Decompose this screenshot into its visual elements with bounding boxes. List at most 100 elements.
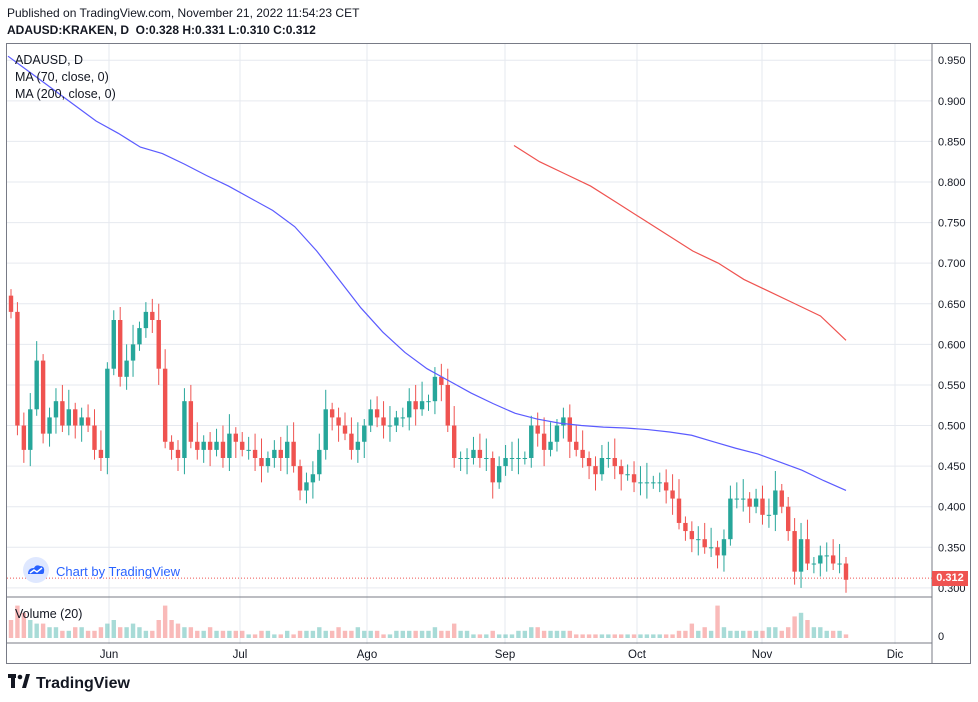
tradingview-watermark[interactable]: Chart by TradingView xyxy=(22,556,180,587)
candle-body xyxy=(638,482,643,484)
candle-body xyxy=(837,563,842,565)
volume-bar xyxy=(548,630,553,638)
volume-bar xyxy=(182,627,187,638)
candle-body xyxy=(143,311,149,329)
candle-body xyxy=(451,425,457,458)
volume-bar xyxy=(28,620,33,638)
volume-bar xyxy=(124,627,129,638)
legend-symbol[interactable]: ADAUSD, D xyxy=(15,53,84,67)
volume-bar xyxy=(259,630,264,638)
volume-bar xyxy=(394,630,399,638)
candle-body xyxy=(670,490,675,499)
volume-bar xyxy=(484,634,489,638)
candle-body xyxy=(503,458,508,467)
volume-bar xyxy=(368,630,373,638)
y-tick-label: 0.950 xyxy=(938,55,966,67)
candle-body xyxy=(304,482,309,491)
y-tick-label: 0.750 xyxy=(938,218,966,230)
candle-body xyxy=(111,320,116,369)
candle-body xyxy=(150,311,155,320)
volume-bar xyxy=(451,623,457,638)
candle-body xyxy=(92,425,97,450)
x-tick-label: Oct xyxy=(628,649,647,661)
volume-bar xyxy=(407,630,412,638)
candle-body xyxy=(400,417,406,419)
volume-bar xyxy=(683,630,688,638)
candle-body xyxy=(381,417,386,426)
candle-body xyxy=(188,401,194,442)
candle-body xyxy=(156,320,161,369)
x-tick-label: Sep xyxy=(495,649,515,661)
candle-body xyxy=(753,498,759,507)
candle-body xyxy=(98,449,104,458)
candle-body xyxy=(779,490,784,507)
candle-body xyxy=(278,449,283,458)
candle-body xyxy=(683,522,688,532)
volume-bar xyxy=(760,630,765,638)
candle-body xyxy=(162,368,168,442)
footer-brand[interactable]: TradingView xyxy=(8,674,130,693)
candle-body xyxy=(760,498,765,515)
volume-bar xyxy=(439,630,444,638)
volume-bar xyxy=(766,627,772,638)
candle-body xyxy=(85,417,91,426)
candle-body xyxy=(394,417,399,426)
candle-body xyxy=(676,498,682,523)
candle-body xyxy=(586,458,592,467)
legend-volume[interactable]: Volume (20) xyxy=(15,607,83,621)
y-tick-label: 0.850 xyxy=(938,136,966,148)
candle-body xyxy=(824,555,829,557)
candle-body xyxy=(297,466,303,491)
candle-body xyxy=(561,417,566,426)
candle-body xyxy=(105,368,110,458)
candle-body xyxy=(766,514,772,516)
candle-body xyxy=(458,458,463,459)
volume-bar xyxy=(503,634,508,638)
y-tick-label: 0.500 xyxy=(938,421,966,433)
candle-body xyxy=(529,425,534,458)
candle-body xyxy=(439,376,444,385)
candle-body xyxy=(246,449,251,451)
volume-bar xyxy=(85,630,91,638)
volume-bar xyxy=(689,623,695,638)
volume-bar xyxy=(207,627,213,638)
volume-bar xyxy=(130,623,136,638)
volume-bar xyxy=(304,630,309,638)
candle-body xyxy=(53,401,59,418)
volume-bar xyxy=(574,634,579,638)
volume-bar xyxy=(66,630,72,638)
legend-ma200[interactable]: MA (200, close, 0) xyxy=(15,87,116,101)
volume-bar xyxy=(156,620,161,638)
candle-body xyxy=(522,458,528,459)
candle-body xyxy=(702,539,707,548)
last-price-tag: 0.312 xyxy=(932,570,968,586)
volume-bar xyxy=(413,630,418,638)
candle-body xyxy=(34,360,39,410)
y-tick-label: 0.400 xyxy=(938,502,966,514)
volume-bar xyxy=(284,630,290,638)
candle-body xyxy=(329,409,335,418)
candle-body xyxy=(509,458,515,459)
candle-body xyxy=(233,433,239,442)
volume-bar xyxy=(837,630,842,638)
volume-bar xyxy=(355,627,361,638)
candle-body xyxy=(651,482,656,484)
volume-bar xyxy=(195,630,200,638)
candle-body xyxy=(195,441,200,450)
volume-bar xyxy=(150,630,155,638)
candle-body xyxy=(818,555,823,564)
candle-body xyxy=(548,441,553,450)
volume-bar xyxy=(638,634,643,638)
candle-body xyxy=(79,417,84,426)
published-info: Published on TradingView.com, November 2… xyxy=(7,6,360,20)
candle-body xyxy=(432,376,438,402)
candle-body xyxy=(355,441,361,450)
candle-body xyxy=(317,449,322,475)
legend-ma70[interactable]: MA (70, close, 0) xyxy=(15,70,109,84)
candle-body xyxy=(477,449,483,458)
candle-body xyxy=(490,458,495,483)
candle-body xyxy=(593,466,598,475)
ma70-line xyxy=(7,55,847,492)
volume-bar xyxy=(21,612,27,638)
